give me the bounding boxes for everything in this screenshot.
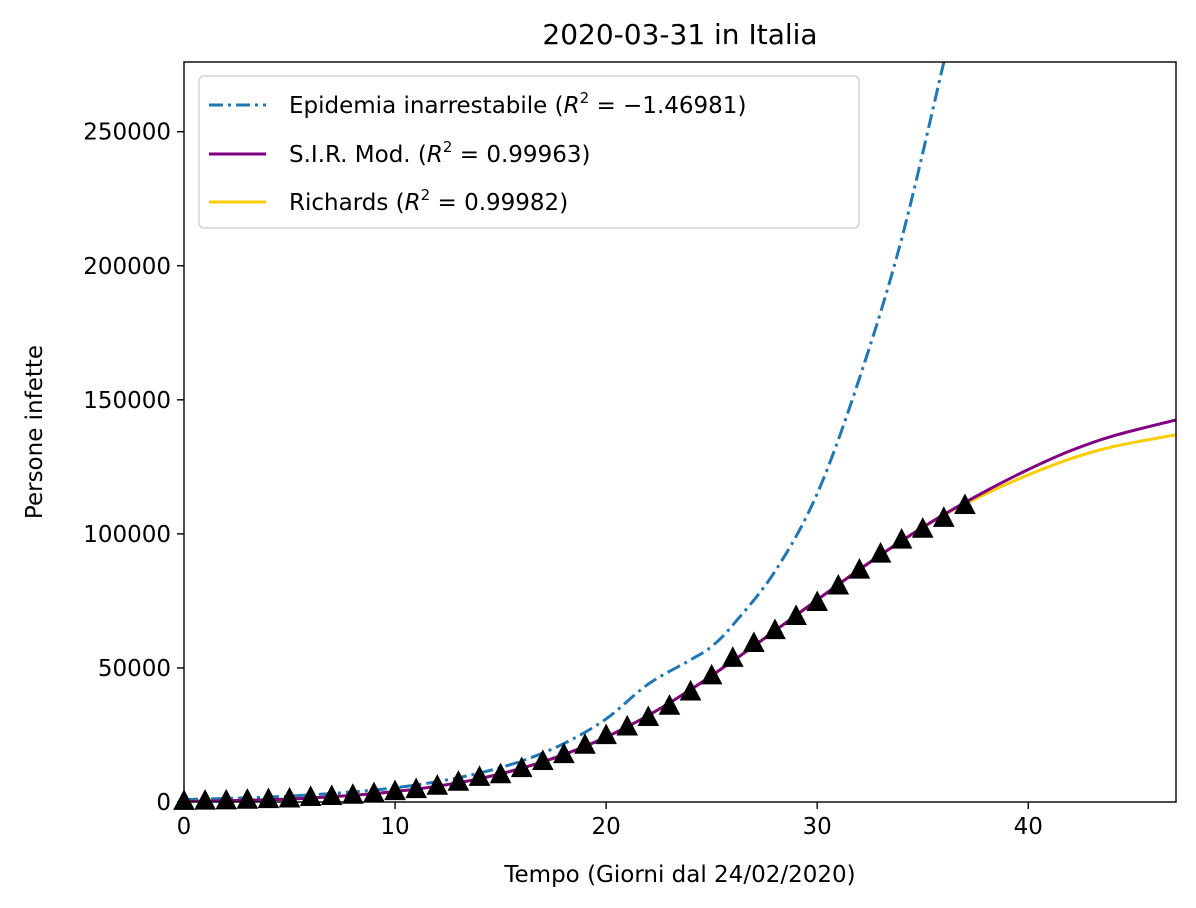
observed-point [426,774,449,795]
legend-r2-symbol-sir: R [427,142,443,168]
y-tick-label: 150000 [83,388,171,414]
observed-point [320,784,343,806]
y-tick-label: 50000 [98,656,171,682]
chart-title: 2020-03-31 in Italia [542,18,817,51]
x-tick-label: 0 [177,814,192,840]
legend-entry-epidemia: Epidemia inarrestabile (R2 = −1.46981) [289,89,746,119]
observed-point [489,762,512,784]
legend-r2-symbol-richards: R [405,190,421,216]
observed-point [384,779,406,801]
legend-r2-symbol-epidemia: R [564,93,580,119]
y-tick-label: 0 [156,790,171,816]
observed-point [954,493,976,515]
y-axis-label: Persone infette [22,345,48,519]
legend: Epidemia inarrestabile (R2 = −1.46981) S… [198,75,860,229]
observed-point [637,705,660,727]
observed-point [869,541,892,563]
x-axis-label: Tempo (Giorni dal 24/02/2020) [503,862,855,888]
y-axis: 0 50000 100000 150000 200000 250000 [83,120,184,816]
observed-point [743,631,765,652]
observed-point [911,517,934,538]
x-tick-label: 40 [1014,814,1043,840]
observed-markers [173,493,976,810]
observed-point [848,558,871,579]
observed-point [595,723,617,745]
observed-point [806,590,829,612]
legend-r2-exponent-richards: 2 [421,186,431,204]
legend-r2-value-sir: 0.99963 [486,142,581,168]
x-tick-label: 20 [591,814,620,840]
observed-point [342,783,364,804]
legend-label-richards: Richards [289,190,388,216]
legend-r2-value-epidemia: −1.46981 [623,93,737,119]
legend-r2-equals-epidemia: = [589,93,623,119]
observed-point [721,646,744,667]
legend-r2-equals-sir: = [452,142,486,168]
observed-point [236,788,259,809]
observed-point [531,749,554,770]
legend-label-epidemia: Epidemia inarrestabile [289,93,547,119]
legend-label-sir: S.I.R. Mod. [289,142,411,168]
plot-frame [183,61,1177,803]
y-tick-label: 250000 [83,120,171,146]
observed-point [616,714,639,736]
x-tick-label: 30 [803,814,832,840]
legend-entry-sir: S.I.R. Mod. (R2 = 0.99963) [289,138,590,168]
x-axis: 0 10 20 30 40 [177,802,1043,840]
observed-point [447,770,470,791]
legend-r2-exponent-epidemia: 2 [580,89,590,107]
y-tick-label: 100000 [83,522,171,548]
observed-point [468,765,491,786]
observed-point [215,788,238,810]
observed-point [405,777,427,799]
observed-point [933,506,955,527]
observed-point [194,789,216,810]
observed-point [553,742,575,764]
observed-point [658,694,681,715]
legend-r2-equals-richards: = [430,190,464,216]
y-tick-label: 200000 [83,254,171,280]
legend-entry-richards: Richards (R2 = 0.99982) [289,186,568,216]
observed-point [257,787,280,809]
legend-r2-exponent-sir: 2 [443,138,453,156]
observed-point [785,604,807,626]
observed-point [510,756,533,778]
observed-point [574,733,596,754]
observed-point [679,679,702,701]
observed-point [700,663,723,685]
observed-point [890,528,913,549]
x-tick-label: 10 [380,814,409,840]
observed-point [827,573,850,595]
legend-box [198,75,860,229]
observed-point [764,618,786,640]
observed-point [299,785,322,806]
legend-r2-value-richards: 0.99982 [464,190,559,216]
